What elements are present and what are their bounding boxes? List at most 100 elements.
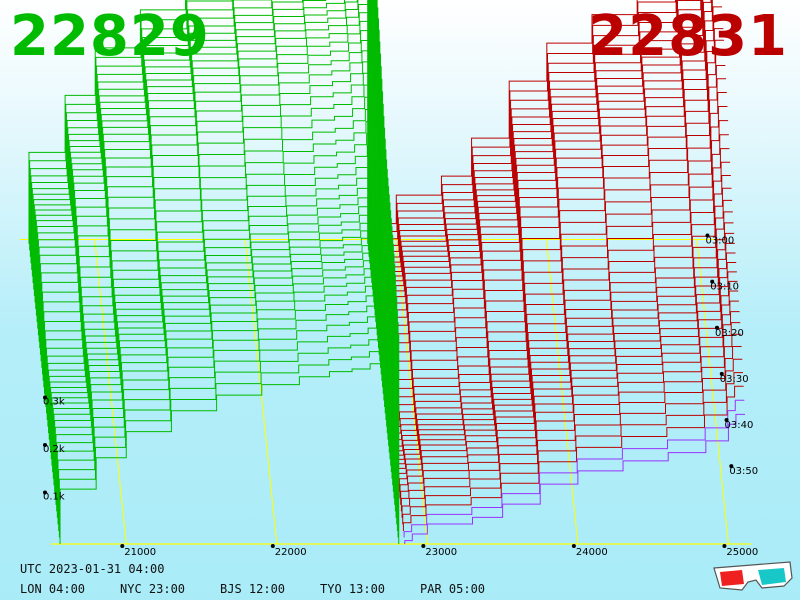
ask-depth-line <box>377 0 702 283</box>
bid-depth-line <box>39 29 380 355</box>
bid-depth-line <box>58 309 398 531</box>
time-tick-label: 03:10 <box>710 282 739 293</box>
y-tick-mark <box>43 490 47 495</box>
bid-depth-line <box>35 0 375 310</box>
ask-depth-line <box>400 333 741 505</box>
ask-depth-line <box>390 175 731 408</box>
ask-depth-line <box>403 399 745 538</box>
time-tick-label: 03:20 <box>715 328 744 339</box>
ask-depth-line <box>375 0 677 258</box>
x-tick-mark <box>571 544 576 548</box>
ask-depth-line <box>401 358 743 518</box>
bid-depth-line <box>40 41 381 362</box>
ask-depth-line <box>402 385 744 531</box>
time-tyo: TYO 13:00 <box>320 582 386 596</box>
ask-depth-line <box>395 261 737 460</box>
ask-depth-line <box>388 148 730 394</box>
bid-depth-line <box>55 263 396 505</box>
bid-depth-line <box>33 0 373 290</box>
ask-depth-line <box>384 64 726 355</box>
y-tick-label: 0.2k <box>43 444 65 455</box>
bid-depth-line <box>54 253 395 499</box>
bid-depth-line <box>48 177 389 440</box>
utc-time: UTC 2023-01-31 04:00 <box>20 562 165 576</box>
bid-depth-line <box>31 0 372 277</box>
bid-depth-line <box>53 234 394 486</box>
ask-depth-line <box>380 0 713 316</box>
x-tick-label: 25000 <box>726 547 758 558</box>
3d-glasses-icon[interactable] <box>712 558 794 592</box>
ask-depth-line <box>404 413 745 544</box>
time-tick-label: 03:50 <box>729 466 758 477</box>
bid-depth-line <box>56 274 396 512</box>
grid-line <box>395 239 428 545</box>
bid-depth-line <box>56 285 397 518</box>
grid-line <box>545 239 579 545</box>
bid-depth-line <box>41 66 382 375</box>
ask-depth-line <box>396 280 738 473</box>
bid-depth-line <box>57 297 398 525</box>
time-tick-mark <box>710 279 715 284</box>
ask-depth-line <box>379 0 713 310</box>
x-tick-label: 22000 <box>275 547 307 558</box>
y-tick-mark <box>43 443 47 447</box>
ask-depth-line <box>385 78 727 362</box>
ask-depth-line <box>399 322 741 499</box>
time-tick-label: 03:30 <box>720 374 749 385</box>
ask-depth-line <box>391 187 732 414</box>
bid-depth-line <box>46 149 387 421</box>
ask-depth-line <box>381 6 723 323</box>
bid-depth-line <box>29 0 369 251</box>
ask-depth-line <box>388 134 729 388</box>
y-tick-mark <box>43 395 47 400</box>
bid-depth-line <box>47 159 388 427</box>
bid-depth-line <box>52 218 392 473</box>
ask-depth-line <box>389 161 731 401</box>
bid-depth-line <box>29 0 370 257</box>
time-lon: LON 04:00 <box>20 582 86 596</box>
bid-depth-line <box>33 0 374 297</box>
ask-depth-line <box>394 242 735 447</box>
bid-depth-line <box>34 0 375 303</box>
bid-depth-line <box>41 53 382 368</box>
time-tick-mark <box>705 233 710 238</box>
bid-depth-line <box>36 0 377 323</box>
bid-depth-line <box>42 78 383 381</box>
bid-depth-line <box>50 202 391 460</box>
ask-depth-line <box>400 346 742 512</box>
bid-depth-line <box>58 321 399 538</box>
ask-depth-line <box>379 0 712 303</box>
bid-depth-line <box>32 0 373 283</box>
bid-depth-line <box>28 0 369 244</box>
ask-depth-line <box>391 199 733 421</box>
ask-depth-line <box>377 0 703 290</box>
x-tick-mark <box>722 544 727 548</box>
time-tick-mark <box>724 418 729 423</box>
ask-depth-line <box>398 300 739 486</box>
bid-depth-line <box>46 138 386 414</box>
ask-depth-line <box>393 232 735 441</box>
x-tick-mark <box>120 544 125 548</box>
bid-depth-line <box>37 0 378 336</box>
ask-depth-line <box>373 0 638 244</box>
ask-depth-line <box>376 0 702 277</box>
bid-depth-line <box>54 243 394 492</box>
grid-line <box>696 239 729 545</box>
y-tick-label: 0.3k <box>43 397 65 408</box>
x-tick-label: 24000 <box>576 547 608 558</box>
ask-depth-line <box>397 290 739 479</box>
bid-depth-line <box>44 115 385 401</box>
bid-price: 22829 <box>10 4 210 69</box>
bid-depth-line <box>50 194 390 453</box>
ask-depth-line <box>402 372 743 525</box>
bid-depth-line <box>45 127 386 407</box>
x-tick-mark <box>270 544 275 548</box>
ask-depth-line <box>396 271 737 466</box>
bid-depth-line <box>52 226 393 479</box>
bid-depth-line <box>44 103 384 394</box>
bid-depth-line <box>35 0 376 316</box>
y-tick-label: 0.1k <box>43 492 65 503</box>
bid-depth-line <box>37 0 377 329</box>
ask-depth-line <box>375 0 701 270</box>
